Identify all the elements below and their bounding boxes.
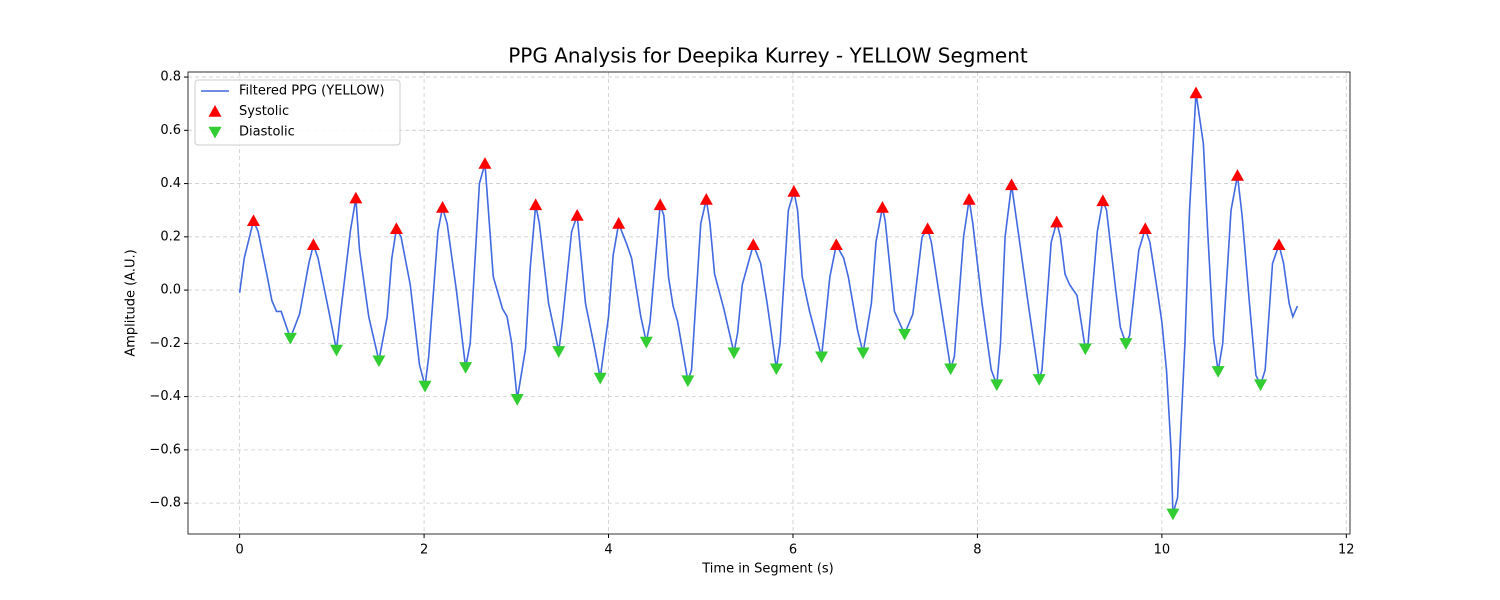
- peak-marker: [898, 328, 912, 341]
- peak-marker: [570, 209, 584, 221]
- x-tick-label: 4: [604, 543, 612, 558]
- x-tick-label: 8: [973, 543, 981, 558]
- peak-marker: [1189, 86, 1203, 99]
- legend-label: Diastolic: [239, 125, 295, 140]
- peak-marker: [1078, 343, 1092, 356]
- x-tick-label: 6: [789, 543, 797, 558]
- peak-marker: [372, 355, 386, 368]
- peak-marker: [962, 193, 976, 205]
- peak-marker: [1166, 508, 1180, 521]
- peak-marker: [787, 185, 801, 197]
- legend-marker: [208, 126, 222, 139]
- legend-label: Filtered PPG (YELLOW): [239, 84, 385, 99]
- peak-marker: [1138, 222, 1152, 235]
- peak-marker: [1005, 178, 1019, 191]
- peak-marker: [1230, 169, 1244, 181]
- ppg-line: [238, 92, 1299, 514]
- peak-marker: [875, 201, 889, 213]
- peak-marker: [990, 379, 1004, 392]
- legend-marker: [208, 105, 222, 117]
- peak-marker: [699, 193, 713, 205]
- x-tick-label: 10: [1154, 543, 1171, 558]
- peak-marker: [529, 198, 543, 211]
- legend: Filtered PPG (YELLOW) Systolic Diastolic: [194, 79, 401, 146]
- peak-marker: [1050, 215, 1064, 228]
- plot-frame: [187, 71, 1351, 535]
- peak-marker: [944, 363, 958, 376]
- peak-marker: [593, 372, 607, 385]
- x-tick-label: 12: [1338, 543, 1355, 558]
- peak-marker: [856, 347, 870, 360]
- peak-marker: [653, 198, 667, 211]
- x-tick-label: 0: [236, 543, 244, 558]
- peak-marker: [829, 238, 843, 251]
- peak-marker: [681, 375, 695, 388]
- peak-marker: [306, 238, 320, 251]
- peak-marker: [921, 222, 935, 235]
- y-tick-label: 0.4: [160, 176, 181, 191]
- legend-label: Systolic: [239, 104, 289, 119]
- peak-marker: [552, 346, 566, 358]
- y-tick-label: 0.8: [160, 70, 181, 85]
- y-tick-label: 0.0: [160, 283, 181, 298]
- peak-marker: [1032, 374, 1046, 386]
- y-tick-label: −0.2: [149, 336, 181, 351]
- y-tick-label: 0.6: [160, 123, 181, 138]
- y-tick-label: 0.2: [160, 229, 181, 244]
- y-tick-label: −0.4: [149, 389, 181, 404]
- peak-marker: [478, 157, 492, 169]
- peak-marker: [769, 363, 783, 376]
- peak-marker: [639, 336, 653, 349]
- peak-marker: [1254, 379, 1268, 392]
- peak-marker: [459, 362, 473, 374]
- peak-marker: [815, 351, 829, 364]
- y-axis-label: Amplitude (A.U.): [124, 249, 139, 356]
- x-axis-label: Time in Segment (s): [701, 562, 833, 577]
- y-tick-label: −0.6: [149, 442, 181, 457]
- peak-marker: [727, 347, 741, 360]
- peak-marker: [436, 201, 450, 213]
- peak-marker: [246, 214, 260, 227]
- peak-marker: [1272, 238, 1286, 251]
- peak-marker: [612, 217, 626, 229]
- chart-title: PPG Analysis for Deepika Kurrey - YELLOW…: [508, 44, 1028, 68]
- legend-box: [194, 79, 401, 146]
- peak-marker: [329, 344, 343, 357]
- peak-marker: [1211, 366, 1225, 378]
- peak-marker: [418, 380, 432, 393]
- peak-marker: [1096, 194, 1110, 207]
- peak-marker: [510, 394, 524, 406]
- x-tick-label: 2: [420, 543, 428, 558]
- peak-marker: [389, 222, 403, 235]
- y-tick-label: −0.8: [149, 496, 181, 511]
- peak-marker: [746, 238, 760, 251]
- peak-marker: [349, 191, 363, 204]
- peak-marker: [283, 332, 297, 345]
- peak-marker: [1119, 338, 1133, 350]
